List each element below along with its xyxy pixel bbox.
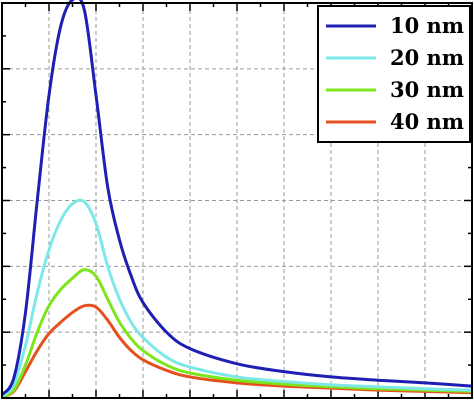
legend-label-3: 40 nm [390, 109, 464, 134]
legend-label-2: 30 nm [390, 77, 464, 102]
legend-label-0: 10 nm [390, 13, 464, 38]
series-line-1 [0, 198, 473, 398]
legend-label-1: 20 nm [390, 45, 464, 70]
legend-box [317, 5, 471, 143]
series-line-2 [1, 268, 473, 399]
legend: 10 nm 20 nm 30 nm 40 nm [317, 5, 471, 143]
